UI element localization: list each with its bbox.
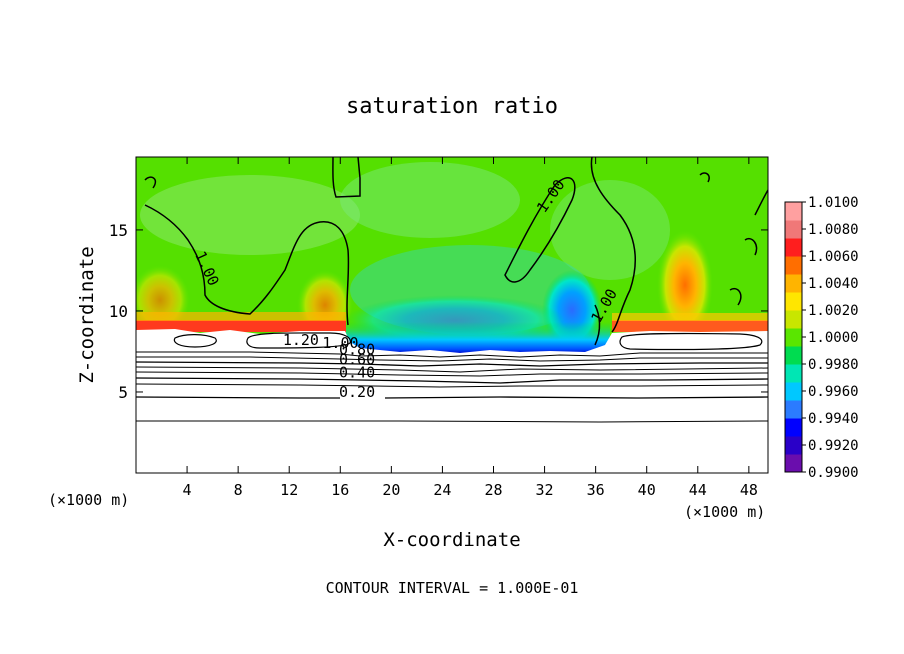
colorbar-swatch	[785, 292, 802, 311]
colorbar-label: 0.9980	[808, 357, 859, 373]
colorbar-label: 0.9900	[808, 465, 859, 481]
contour-1p00	[594, 304, 601, 346]
contour-1p20	[246, 332, 351, 349]
rim-left-glow	[136, 312, 346, 321]
colorbar-label: 0.9940	[808, 411, 859, 427]
colorbar-swatch	[785, 364, 802, 383]
x-tick-label: 16	[331, 481, 349, 499]
contour-1p00	[504, 177, 576, 283]
field-patch	[550, 180, 670, 280]
colorbar-label: 1.0060	[808, 249, 859, 265]
x-unit-left: (×1000 m)	[48, 491, 129, 509]
contour-label: 0.40	[339, 363, 375, 381]
y-tick-label: 5	[118, 383, 128, 402]
contour-1p20	[619, 332, 763, 351]
colorbar-swatch	[785, 238, 802, 257]
colorbar-swatch	[785, 418, 802, 437]
footer-note: CONTOUR INTERVAL = 1.000E-01	[326, 579, 579, 597]
layer-contour	[136, 351, 768, 358]
x-tick-label: 28	[484, 481, 502, 499]
contour-loops	[173, 332, 763, 351]
x-tick-label: 36	[587, 481, 605, 499]
colorbar-swatch	[785, 274, 802, 293]
y-tick-label: 15	[109, 221, 128, 240]
colorbar-swatch	[785, 220, 802, 239]
field-patch	[140, 175, 360, 255]
colorbar-label: 0.9920	[808, 438, 859, 454]
colorbar-label: 1.0080	[808, 222, 859, 238]
colorbar-swatch	[785, 328, 802, 347]
colorbar-swatch	[785, 310, 802, 329]
colorbar-swatch	[785, 256, 802, 275]
colorbar-label: 0.9960	[808, 384, 859, 400]
contour-1p00	[144, 204, 350, 326]
colorbar-swatch	[785, 382, 802, 401]
contour-lines	[144, 157, 768, 346]
y-tick-label: 10	[109, 302, 128, 321]
layer-contour	[136, 361, 768, 367]
contour-1p00	[144, 176, 157, 189]
contour-label: 1.00	[322, 334, 358, 352]
layer-contour	[136, 377, 768, 384]
layer-contour	[136, 420, 768, 423]
colorbar-swatch	[785, 346, 802, 365]
colorbar-label: 1.0040	[808, 276, 859, 292]
warm-plume	[657, 230, 713, 340]
colorbar-swatch	[785, 202, 802, 221]
contour-1p00	[590, 157, 636, 333]
x-tick-label: 8	[234, 481, 243, 499]
layer-contour	[136, 366, 768, 373]
layer-contour	[136, 396, 340, 399]
colorbar-swatch	[785, 454, 802, 473]
colorbar-label: 1.0020	[808, 303, 859, 319]
contour-1p00	[754, 189, 768, 216]
colorbar-swatch	[785, 400, 802, 419]
x-axis-ticks: 4 8 12 16 20 24 28 32 36 40 44 48	[183, 157, 758, 499]
layer-contour	[136, 356, 768, 362]
contour-1p00	[699, 172, 710, 183]
x-tick-label: 32	[536, 481, 554, 499]
plot-frame	[135, 156, 769, 474]
contour-label: 0.20	[339, 383, 375, 401]
x-tick-label: 4	[183, 481, 192, 499]
chart-title: saturation ratio	[346, 94, 558, 119]
contour-1p00	[332, 157, 361, 198]
layer-contour	[384, 396, 768, 399]
x-tick-label: 44	[689, 481, 707, 499]
contour-label: 0.60	[339, 350, 375, 368]
contour-label: 1.20	[283, 331, 319, 349]
plot-area	[136, 157, 768, 473]
base-cool-band	[340, 322, 610, 354]
contour-1p20	[173, 334, 217, 348]
rim-right	[612, 320, 768, 332]
x-tick-label: 20	[382, 481, 400, 499]
field-patch	[340, 162, 520, 238]
x-tick-label: 40	[638, 481, 656, 499]
x-tick-label: 48	[740, 481, 758, 499]
colorbar: 1.0100 1.0080 1.0060 1.0040 1.0020 1.0000 0.99…	[784, 195, 859, 481]
layer-contour	[136, 383, 768, 388]
layer-contours	[136, 351, 768, 423]
contour-label: 0.80	[339, 341, 375, 359]
x-tick-label: 12	[280, 481, 298, 499]
layer-contour	[136, 371, 768, 377]
contour-1p00	[729, 288, 742, 306]
contour-1p00	[744, 238, 758, 256]
colorbar-label: 1.0100	[808, 195, 859, 211]
colorbar-swatch	[785, 436, 802, 455]
rim-right-glow	[612, 313, 768, 321]
x-tick-label: 24	[433, 481, 451, 499]
y-axis-label: Z-coordinate	[76, 246, 98, 383]
unsaturated-region	[136, 329, 768, 473]
x-unit-right: (×1000 m)	[684, 503, 765, 521]
y-axis-ticks: 5 10 15	[109, 221, 768, 402]
rim-left	[136, 320, 346, 332]
colorbar-label: 1.0000	[808, 330, 859, 346]
x-axis-label: X-coordinate	[383, 529, 520, 551]
